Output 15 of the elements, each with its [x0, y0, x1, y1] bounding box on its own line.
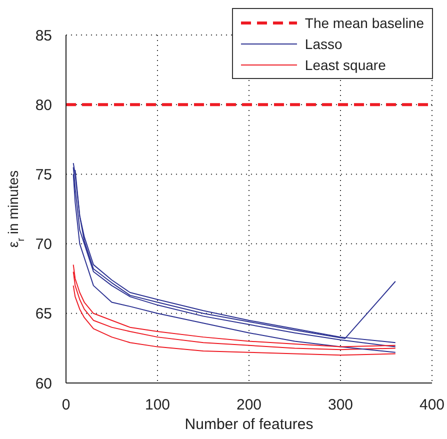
y-tick-label: 65 [35, 306, 52, 323]
legend-label: Least square [304, 56, 386, 72]
y-tick-label: 75 [35, 166, 52, 184]
x-tick-label: 400 [419, 396, 445, 414]
y-tick-label: 60 [35, 375, 52, 392]
y-tick-label: 70 [35, 236, 52, 254]
y-tick-label: 85 [35, 27, 52, 44]
x-tick-label: 0 [62, 396, 70, 414]
x-tick-label: 300 [328, 396, 354, 414]
legend-label: The mean baseline [304, 14, 424, 30]
x-tick-label: 100 [144, 396, 170, 414]
legend-label: Lasso [304, 36, 342, 52]
x-tick-label: 200 [236, 396, 262, 414]
x-axis-title: Number of features [184, 416, 314, 433]
y-tick-label: 80 [35, 96, 52, 114]
